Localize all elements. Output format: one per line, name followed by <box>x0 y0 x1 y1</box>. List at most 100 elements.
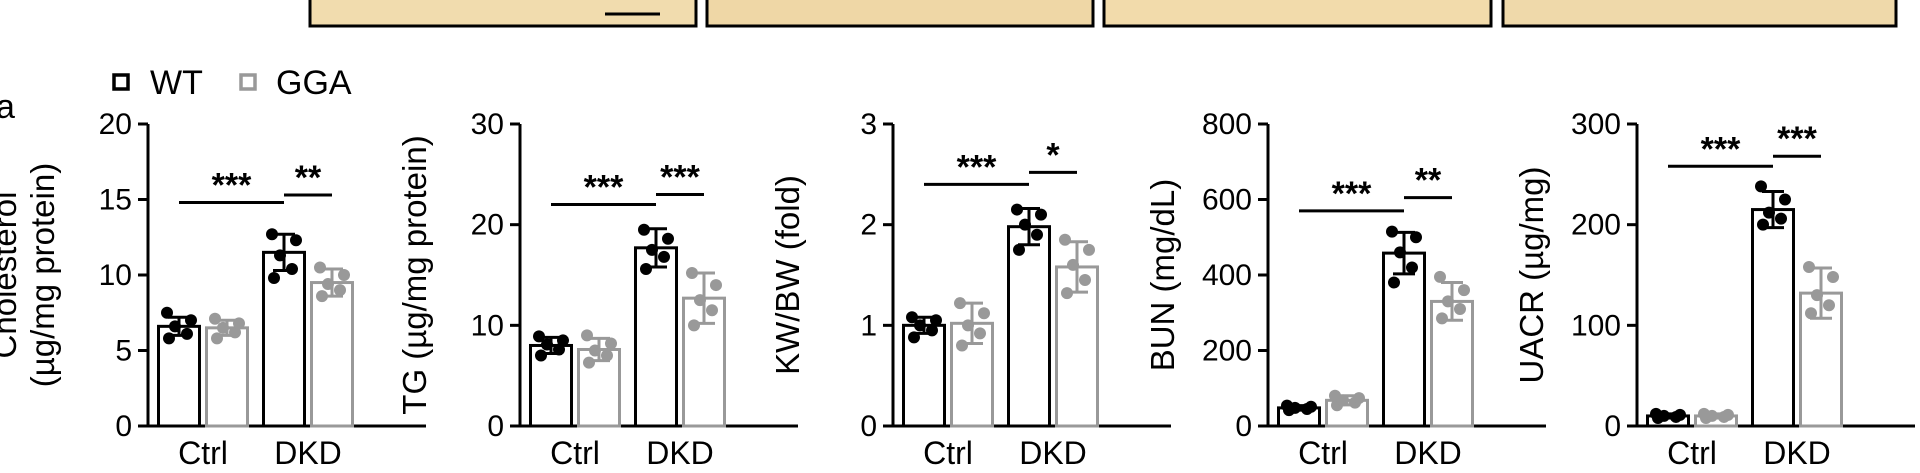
y-tick-label: 20 <box>99 108 132 141</box>
data-point <box>1757 218 1769 231</box>
y-tick-label: 30 <box>471 108 504 141</box>
data-point <box>163 332 175 345</box>
data-point <box>688 319 700 332</box>
data-point <box>1674 408 1686 421</box>
x-category-label: DKD <box>274 435 342 471</box>
y-axis-label: BUN (mg/dL) <box>1144 179 1181 372</box>
y-axis-label: UACR (µg/mg) <box>1513 166 1550 383</box>
y-tick-label: 15 <box>99 184 132 217</box>
y-tick-label: 300 <box>1571 108 1621 141</box>
y-tick-label: 5 <box>115 335 132 368</box>
x-category-label: DKD <box>1394 435 1462 471</box>
data-point <box>268 272 280 285</box>
data-point <box>956 339 968 352</box>
y-tick-label: 0 <box>115 410 132 443</box>
data-point <box>1011 203 1023 216</box>
y-tick-label: 2 <box>860 209 877 242</box>
y-tick-label: 0 <box>1604 410 1621 443</box>
data-point <box>557 334 569 347</box>
data-point <box>169 320 181 333</box>
data-point <box>322 278 334 291</box>
x-category-label: Ctrl <box>923 435 973 471</box>
data-point <box>1067 258 1079 271</box>
legend-label-wt: WT <box>150 64 203 102</box>
significance-label: *** <box>660 158 700 196</box>
legend: WT GGA <box>112 64 352 102</box>
y-axis-label: Cholesterol <box>0 192 23 359</box>
histology-strip <box>308 0 1898 28</box>
y-tick-label: 200 <box>1202 335 1252 368</box>
data-point <box>1454 302 1466 315</box>
data-point <box>710 279 722 292</box>
x-category-label: Ctrl <box>1667 435 1717 471</box>
data-point <box>581 329 593 342</box>
data-point <box>1059 233 1071 246</box>
data-point <box>1410 231 1422 244</box>
bar-gga-ctrl <box>205 326 249 428</box>
data-point <box>211 332 223 345</box>
data-point <box>694 294 706 307</box>
y-tick-label: 0 <box>860 410 877 443</box>
data-point <box>1035 208 1047 221</box>
data-point <box>217 321 229 334</box>
data-point <box>541 338 553 351</box>
data-point <box>161 306 173 319</box>
data-point <box>1434 270 1446 283</box>
data-point <box>1329 389 1341 402</box>
chart-panel-5: 0 100 200 300 UACR (µg/mg) Ctrl DKD *** *** <box>1513 108 1915 471</box>
data-point <box>1805 307 1817 320</box>
data-point <box>926 324 938 337</box>
data-point <box>1779 193 1791 206</box>
y-axis-label: TG (µg/mg protein) <box>396 135 433 414</box>
data-point <box>1386 225 1398 238</box>
y-tick-label: 400 <box>1202 259 1252 292</box>
x-category-label: Ctrl <box>1298 435 1348 471</box>
data-point <box>1823 299 1835 312</box>
data-point <box>605 337 617 350</box>
data-point <box>601 349 613 362</box>
y-axis-label: KW/BW (fold) <box>769 175 806 375</box>
y-tick-label: 0 <box>1235 410 1252 443</box>
significance-label: *** <box>957 148 997 186</box>
data-point <box>954 297 966 310</box>
data-point <box>1442 295 1454 308</box>
data-point <box>181 327 193 340</box>
data-point <box>1755 180 1767 193</box>
data-point <box>1353 392 1365 405</box>
data-point <box>1406 261 1418 274</box>
data-point <box>706 304 718 317</box>
data-point <box>1079 274 1091 287</box>
data-point <box>1722 408 1734 421</box>
data-point <box>314 261 326 274</box>
y-tick-label: 1 <box>860 309 877 342</box>
data-point <box>589 344 601 357</box>
data-point <box>290 234 302 247</box>
bar-wt-ctrl <box>529 343 573 428</box>
y-tick-label: 0 <box>487 410 504 443</box>
data-point <box>640 262 652 275</box>
y-tick-label: 200 <box>1571 209 1621 242</box>
y-tick-label: 3 <box>860 108 877 141</box>
data-point <box>1803 260 1815 273</box>
data-point <box>1650 407 1662 420</box>
data-point <box>962 319 974 332</box>
y-tick-label: 20 <box>471 209 504 242</box>
data-point <box>185 314 197 327</box>
data-point <box>1083 243 1095 256</box>
data-point <box>316 290 328 303</box>
data-point <box>533 330 545 343</box>
data-point <box>233 317 245 330</box>
data-point <box>1061 287 1073 300</box>
significance-label: ** <box>295 159 322 197</box>
data-point <box>908 331 920 344</box>
x-category-label: Ctrl <box>178 435 228 471</box>
data-point <box>978 307 990 320</box>
bar-wt-dkd <box>1007 225 1051 428</box>
data-point <box>974 327 986 340</box>
x-category-label: DKD <box>646 435 714 471</box>
significance-label: *** <box>1701 130 1741 168</box>
data-point <box>662 232 674 245</box>
data-point <box>535 349 547 362</box>
